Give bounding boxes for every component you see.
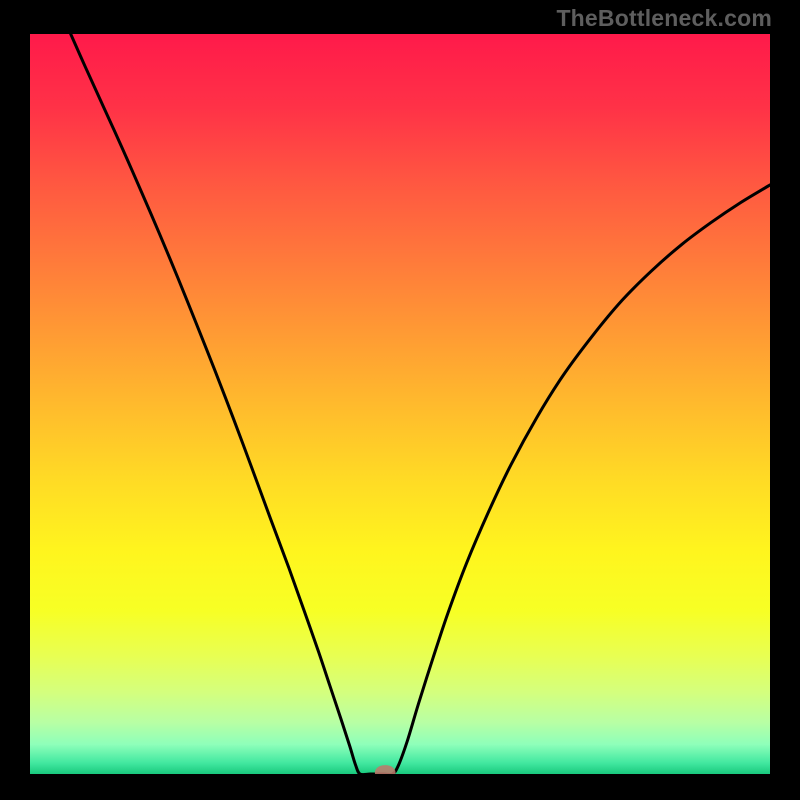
chart-frame: TheBottleneck.com — [0, 0, 800, 800]
plot-background — [30, 34, 770, 774]
plot-area — [30, 34, 770, 774]
chart-svg — [30, 34, 770, 774]
watermark-text: TheBottleneck.com — [556, 5, 772, 32]
